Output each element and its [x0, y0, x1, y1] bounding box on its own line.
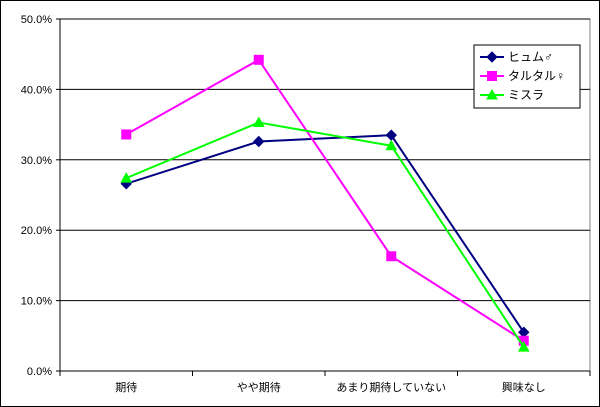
series-3-point: [517, 341, 530, 352]
legend-label: ヒュム♂: [508, 50, 553, 64]
x-tick-label: やや期待: [237, 380, 281, 394]
legend-marker: [487, 71, 497, 81]
series-line-3: [125, 121, 525, 348]
legend-label: タルタル♀: [508, 69, 565, 83]
series-line-1: [125, 134, 525, 333]
y-tick-label: 30.0%: [21, 155, 52, 167]
series-3-point: [252, 116, 265, 127]
series-3-point: [120, 172, 133, 183]
series-3-point: [385, 139, 398, 151]
y-tick-label: 10.0%: [21, 296, 52, 308]
y-tick-label: 50.0%: [21, 14, 52, 26]
series-2-point: [386, 251, 397, 262]
legend-marker: [486, 88, 498, 100]
x-tick-label: 興味なし: [502, 381, 546, 394]
series-2-point: [121, 129, 132, 140]
series-2-point: [253, 54, 264, 65]
y-tick-label: 20.0%: [21, 225, 52, 237]
y-tick-label: 0.0%: [27, 366, 52, 378]
legend-marker: [486, 51, 498, 63]
x-tick-label: あまり期待していない: [336, 380, 446, 394]
y-tick-label: 40.0%: [21, 84, 52, 96]
x-tick-label: 期待: [115, 380, 137, 394]
series-1-point: [253, 135, 265, 148]
legend-label: ミスラ: [508, 88, 544, 102]
series-line-2: [125, 58, 525, 342]
